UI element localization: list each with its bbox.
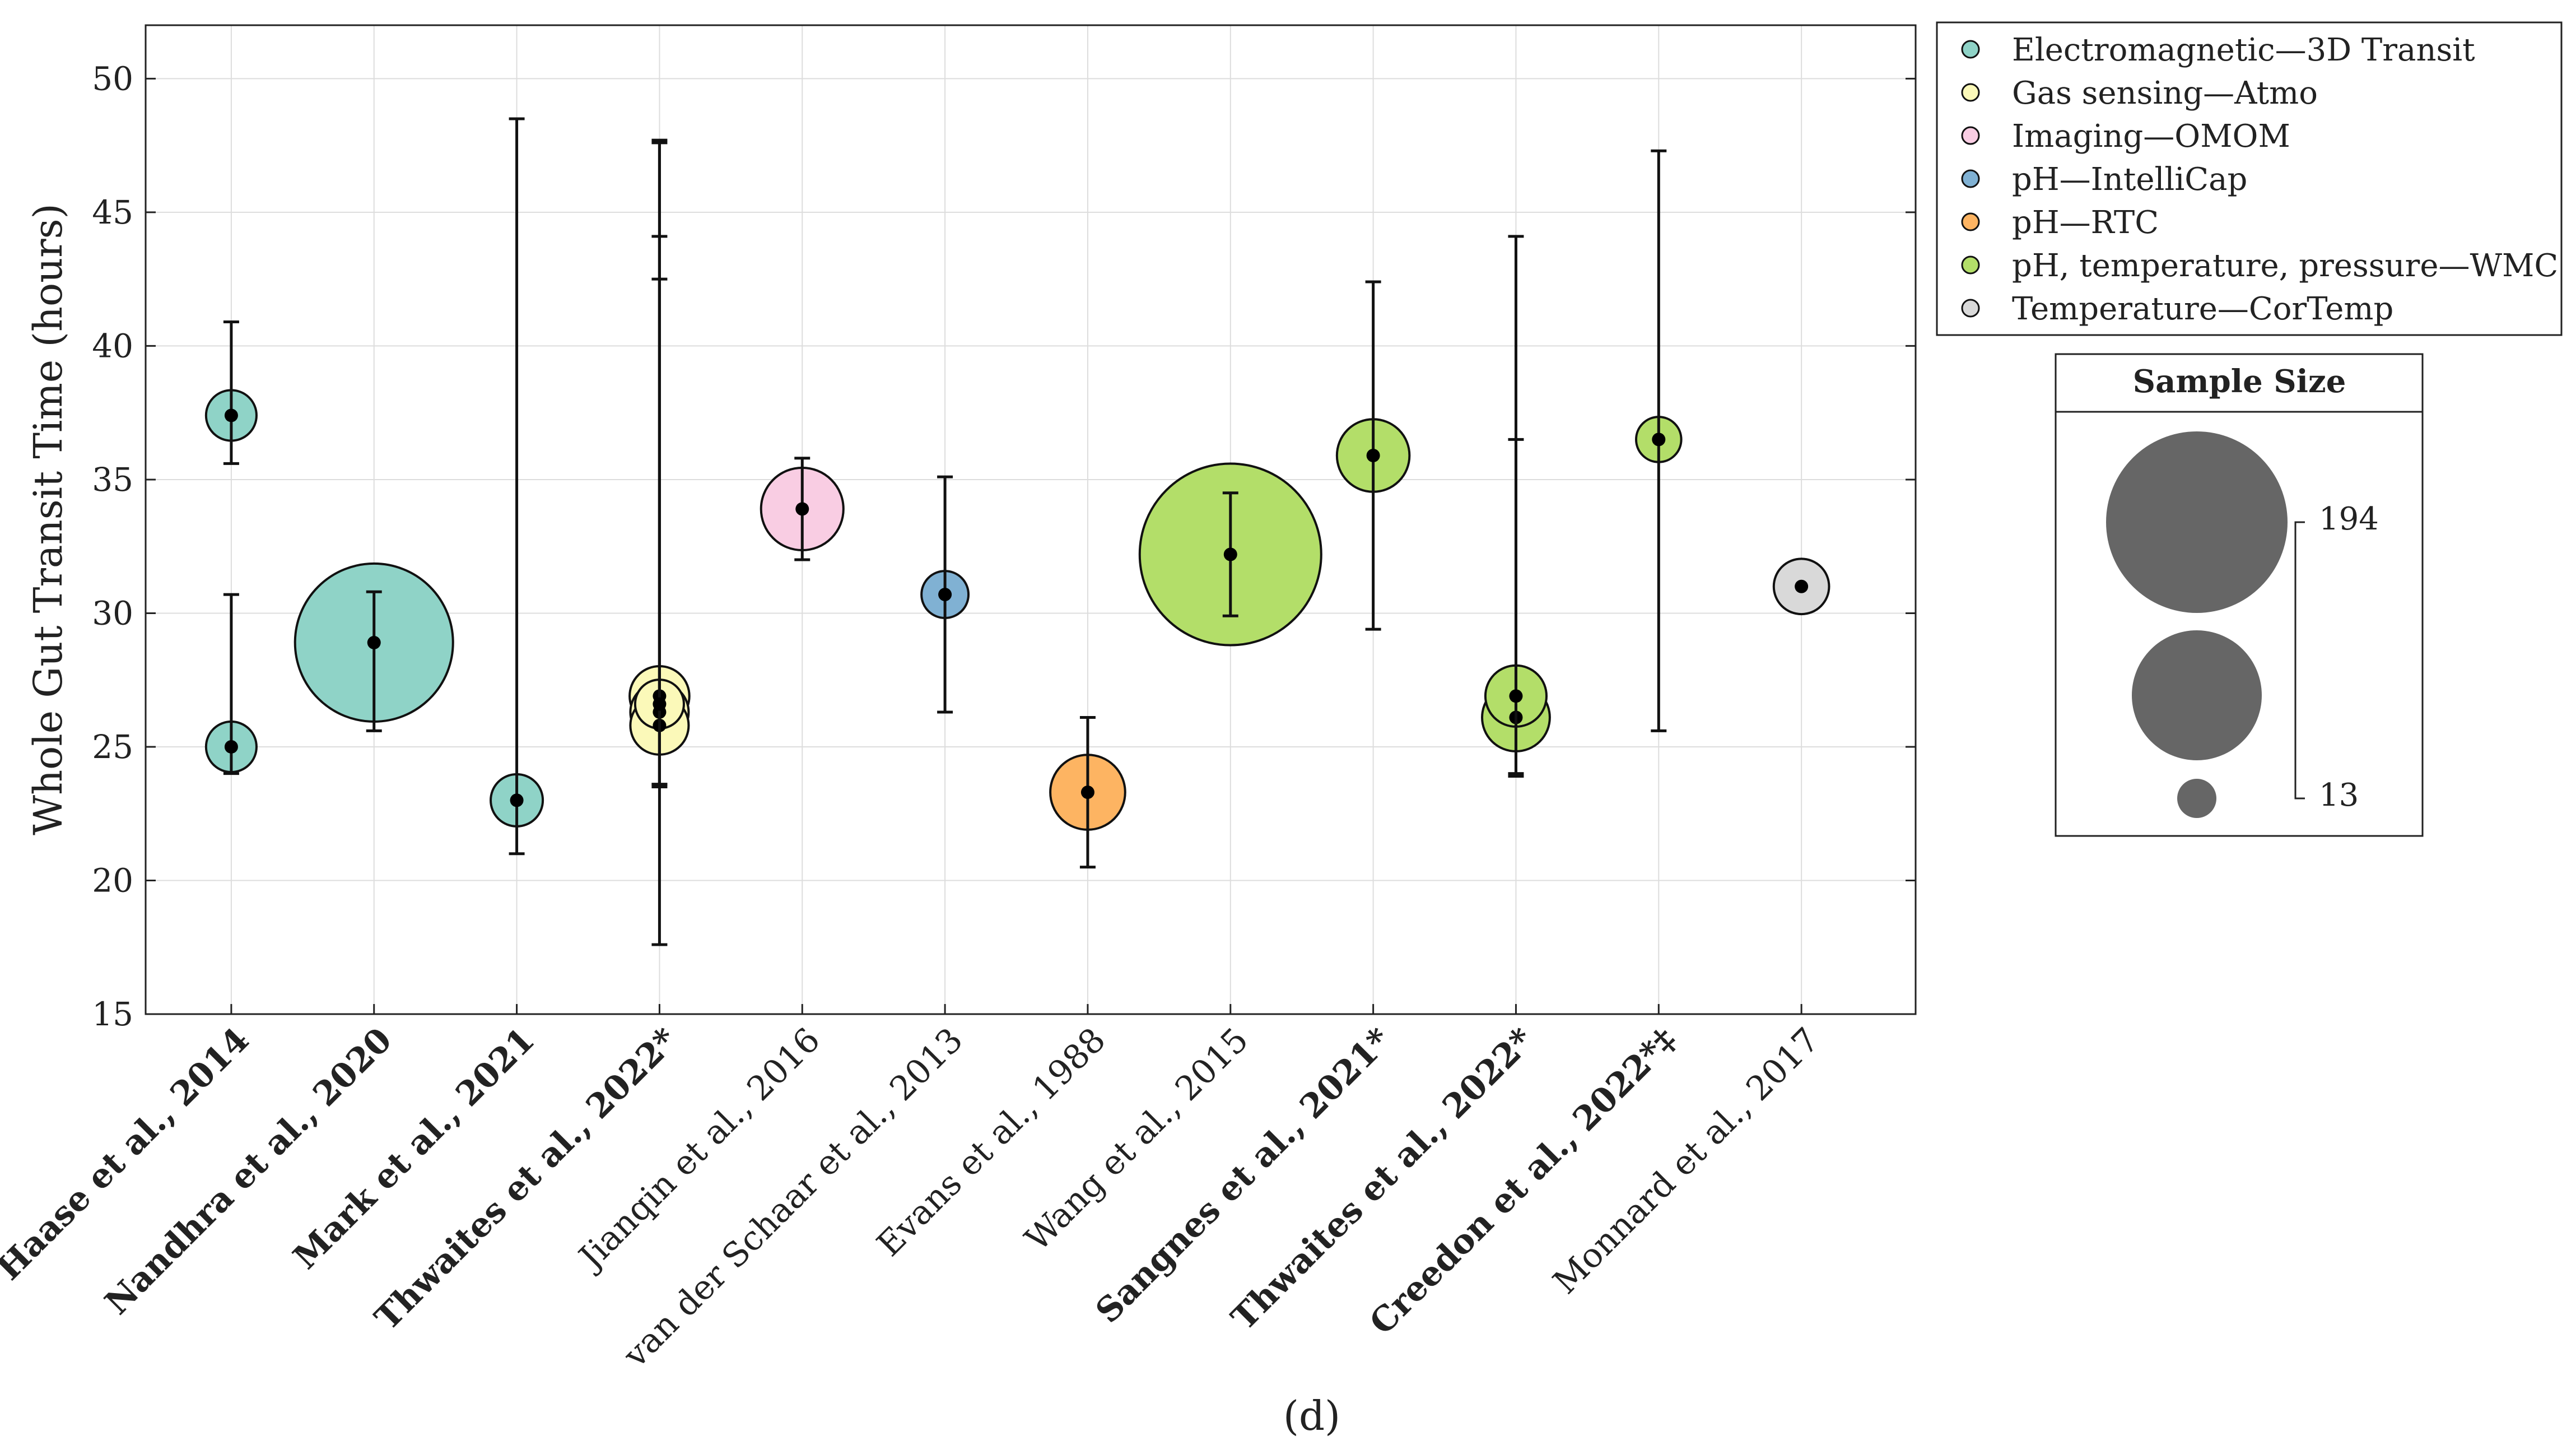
data-point-center: [1652, 433, 1666, 447]
y-tick-label: 45: [92, 193, 133, 231]
legend-label: Electromagnetic—3D Transit: [2012, 32, 2475, 68]
legend-marker: [1961, 83, 1980, 102]
data-point-center: [224, 740, 238, 754]
data-point-center: [938, 588, 952, 602]
legend-label: pH—IntelliCap: [2012, 161, 2247, 198]
legend-marker: [1961, 299, 1980, 318]
data-point-center: [1366, 449, 1380, 463]
legend-label: Imaging—OMOM: [2012, 118, 2290, 155]
legend-label: Gas sensing—Atmo: [2012, 75, 2318, 111]
size-legend: Sample Size 194 13: [2055, 353, 2424, 837]
legend: Electromagnetic—3D Transit Gas sensing—At…: [1936, 21, 2563, 336]
panel-label: (d): [1283, 1392, 1340, 1439]
data-point-center: [224, 408, 238, 422]
size-legend-circle-large: [2106, 431, 2288, 613]
y-tick-label: 20: [92, 861, 133, 899]
data-point-center: [1795, 579, 1809, 593]
legend-marker: [1961, 169, 1980, 188]
legend-marker: [1961, 40, 1980, 59]
data-bubbles: [204, 117, 1830, 946]
data-point-center: [1080, 786, 1094, 800]
data-point-center: [1223, 547, 1237, 561]
data-point-center: [653, 697, 667, 711]
size-legend-max-label: 194: [2319, 501, 2379, 537]
data-point-center: [367, 635, 381, 649]
legend-marker: [1961, 255, 1980, 275]
size-legend-min-label: 13: [2319, 777, 2359, 814]
legend-marker: [1961, 212, 1980, 231]
legend-box: [1936, 21, 2563, 336]
y-axis: 15 20 25 30 35 40 45 50: [92, 59, 1916, 1033]
data-point-center: [795, 502, 809, 516]
legend-marker: [1961, 126, 1980, 145]
size-legend-circle-small: [2177, 779, 2216, 818]
data-point-center: [510, 793, 524, 807]
y-tick-label: 25: [92, 728, 133, 766]
y-tick-label: 35: [92, 461, 133, 499]
legend-label: pH—RTC: [2012, 205, 2159, 241]
size-legend-bracket: [2294, 521, 2305, 800]
y-axis-label: Whole Gut Transit Time (hours): [25, 203, 71, 835]
size-legend-title: Sample Size: [2133, 363, 2346, 400]
plot-area: [145, 24, 1917, 1015]
legend-label: pH, temperature, pressure—WMC: [2012, 248, 2558, 284]
size-legend-box: [2055, 353, 2424, 837]
data-point-center: [1509, 689, 1523, 703]
y-tick-label: 50: [92, 59, 133, 97]
y-tick-label: 40: [92, 327, 133, 365]
y-tick-label: 30: [92, 594, 133, 632]
size-legend-circle-medium: [2132, 630, 2262, 760]
y-tick-label: 15: [92, 995, 133, 1033]
legend-label: Temperature—CorTemp: [2012, 291, 2393, 327]
